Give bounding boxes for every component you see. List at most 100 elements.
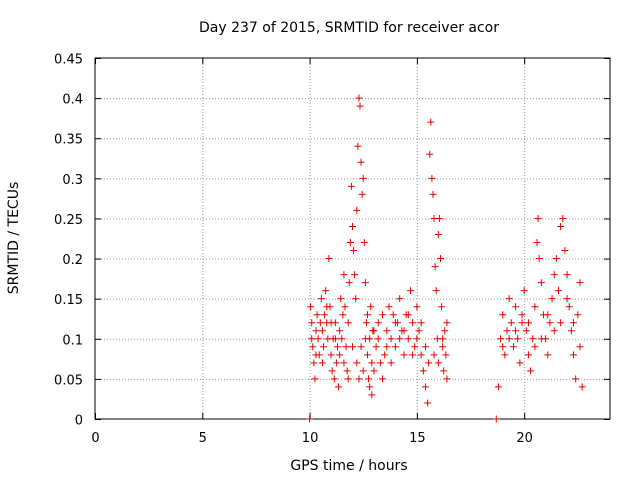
data-point	[567, 327, 575, 335]
data-point	[307, 303, 315, 311]
data-point	[350, 247, 358, 255]
data-point	[430, 351, 438, 359]
data-point	[419, 367, 427, 375]
data-point	[576, 343, 584, 351]
data-point	[518, 311, 526, 319]
data-point	[509, 343, 517, 351]
data-point	[396, 335, 404, 343]
data-point	[316, 319, 324, 327]
data-point	[309, 343, 317, 351]
data-point	[387, 335, 395, 343]
data-point	[370, 367, 378, 375]
data-point	[499, 311, 507, 319]
data-point	[337, 295, 345, 303]
data-point	[342, 343, 350, 351]
data-point	[357, 158, 365, 166]
y-tick-label: 0.3	[62, 173, 83, 188]
data-point	[544, 311, 552, 319]
y-tick-label: 0.2	[62, 253, 83, 268]
data-point	[321, 311, 329, 319]
data-point	[550, 271, 558, 279]
data-point	[415, 327, 423, 335]
data-point	[374, 319, 382, 327]
data-point	[367, 303, 375, 311]
y-tick-label: 0.1	[62, 333, 83, 348]
data-point	[505, 335, 513, 343]
data-point	[552, 255, 560, 263]
data-point	[501, 351, 509, 359]
data-point	[570, 319, 578, 327]
data-point	[328, 367, 336, 375]
data-point	[492, 415, 500, 423]
data-point	[332, 359, 340, 367]
data-point	[424, 399, 432, 407]
data-point	[352, 295, 360, 303]
data-point	[360, 239, 368, 247]
data-point	[524, 319, 532, 327]
x-tick-label: 15	[409, 431, 426, 446]
data-point	[417, 319, 425, 327]
data-point	[440, 367, 448, 375]
grid-lines	[95, 58, 610, 419]
data-point	[351, 271, 359, 279]
data-point	[320, 343, 328, 351]
data-point	[323, 303, 331, 311]
data-point	[368, 359, 376, 367]
data-point	[344, 319, 352, 327]
data-point	[333, 343, 341, 351]
y-tick-label: 0.35	[54, 133, 83, 148]
data-point	[349, 222, 356, 230]
x-tick-label: 20	[516, 431, 533, 446]
data-point	[318, 359, 326, 367]
data-point	[443, 319, 451, 327]
data-point	[364, 351, 372, 359]
data-point	[362, 319, 370, 327]
data-point	[561, 247, 569, 255]
data-point	[396, 295, 404, 303]
data-point	[429, 190, 437, 198]
data-point	[505, 295, 513, 303]
data-point	[555, 287, 562, 295]
data-point	[439, 335, 447, 343]
data-point	[349, 343, 356, 351]
data-point	[514, 335, 522, 343]
data-point	[357, 343, 365, 351]
x-tick-label: 10	[302, 431, 319, 446]
chart-title: Day 237 of 2015, SRMTID for receiver aco…	[199, 20, 499, 36]
data-point	[406, 287, 414, 295]
data-point	[404, 311, 412, 319]
data-point	[413, 335, 421, 343]
data-point	[370, 327, 378, 335]
data-point	[354, 142, 362, 150]
data-point	[576, 279, 584, 287]
data-point	[557, 222, 565, 230]
data-point	[379, 311, 387, 319]
y-tick-label: 0.25	[54, 213, 83, 228]
data-point	[524, 351, 532, 359]
data-point	[533, 239, 541, 247]
data-point	[544, 351, 552, 359]
data-point	[546, 319, 554, 327]
data-point	[374, 335, 382, 343]
data-point	[383, 343, 391, 351]
data-point	[364, 311, 372, 319]
data-point	[421, 383, 429, 391]
data-point	[512, 303, 520, 311]
data-point	[411, 343, 419, 351]
data-point	[512, 327, 520, 335]
data-point	[507, 319, 515, 327]
data-point	[312, 351, 320, 359]
data-points	[306, 94, 586, 423]
data-point	[391, 319, 399, 327]
data-point	[421, 343, 429, 351]
data-point	[365, 375, 373, 383]
data-point	[565, 303, 573, 311]
data-point	[322, 287, 330, 295]
data-point	[389, 311, 397, 319]
data-point	[537, 335, 545, 343]
data-point	[522, 327, 530, 335]
data-point	[356, 102, 364, 110]
y-tick-label: 0.45	[54, 53, 83, 68]
data-point	[428, 174, 436, 182]
y-tick-label: 0	[75, 414, 83, 429]
